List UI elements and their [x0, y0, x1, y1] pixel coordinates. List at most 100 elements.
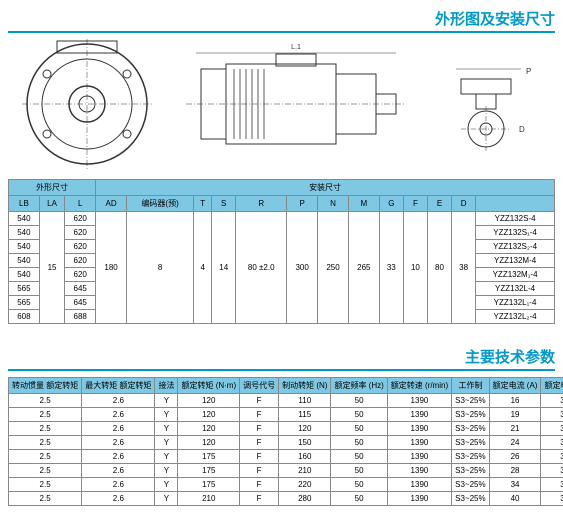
cell: Y — [155, 394, 178, 408]
cell: 380 — [541, 478, 563, 492]
motor-shaft-view: P D — [441, 54, 541, 154]
cell: S3~25% — [452, 394, 489, 408]
col-header — [476, 196, 555, 212]
cell: 1390 — [387, 478, 451, 492]
group-header-outer: 外形尺寸 — [9, 180, 96, 196]
cell: 2.6 — [82, 422, 155, 436]
cell: Y — [155, 422, 178, 436]
cell: 540 — [9, 268, 40, 282]
cell: 2.5 — [9, 450, 82, 464]
cell: 120 — [178, 422, 240, 436]
cell: F — [240, 394, 279, 408]
cell: 175 — [178, 464, 240, 478]
cell: 10 — [403, 212, 427, 324]
cell: 380 — [541, 408, 563, 422]
cell: YZZ132M₁-4 — [476, 268, 555, 282]
cell: 50 — [331, 478, 387, 492]
cell: 2.5 — [9, 422, 82, 436]
cell: 2.5 — [9, 436, 82, 450]
col-header: 最大转矩 额定转矩 — [82, 378, 155, 394]
cell: 2.5 — [9, 492, 82, 506]
cell: 250 — [318, 212, 349, 324]
cell: 2.6 — [82, 436, 155, 450]
cell: Y — [155, 408, 178, 422]
cell: 50 — [331, 394, 387, 408]
table-row: 2.52.6Y120F150501390S3~25%2438011YZZ132M… — [9, 436, 563, 450]
cell: 110 — [279, 394, 331, 408]
col-header: R — [236, 196, 287, 212]
cell: S3~25% — [452, 436, 489, 450]
cell: 50 — [331, 408, 387, 422]
cell: 2.6 — [82, 478, 155, 492]
cell: Y — [155, 464, 178, 478]
cell: S3~25% — [452, 464, 489, 478]
cell: 688 — [65, 310, 96, 324]
cell: 4 — [194, 212, 212, 324]
cell: S3~25% — [452, 492, 489, 506]
col-header: 额定电流 (A) — [489, 378, 541, 394]
cell: 620 — [65, 240, 96, 254]
col-header: 制动转矩 (N) — [279, 378, 331, 394]
cell: 19 — [489, 408, 541, 422]
cell: 2.5 — [9, 408, 82, 422]
group-header-install: 安装尺寸 — [96, 180, 555, 196]
cell: 1390 — [387, 422, 451, 436]
cell: 280 — [279, 492, 331, 506]
cell: 210 — [178, 492, 240, 506]
cell: 80 — [427, 212, 451, 324]
col-header: M — [348, 196, 379, 212]
cell: Y — [155, 492, 178, 506]
col-header: T — [194, 196, 212, 212]
table-row: 2.52.6Y120F120501390S3~25%213809.5YZZ132… — [9, 422, 563, 436]
cell: S3~25% — [452, 478, 489, 492]
cell: 540 — [9, 226, 40, 240]
cell: F — [240, 492, 279, 506]
cell: 180 — [96, 212, 127, 324]
table-row: 54015620180841480 ±2.030025026533108038Y… — [9, 212, 555, 226]
cell: 565 — [9, 282, 40, 296]
col-header: AD — [96, 196, 127, 212]
cell: F — [240, 436, 279, 450]
cell: 265 — [348, 212, 379, 324]
col-header: G — [379, 196, 403, 212]
diagram-row: L.1 P D — [8, 39, 555, 169]
cell: 645 — [65, 296, 96, 310]
cell: 220 — [279, 478, 331, 492]
cell: F — [240, 478, 279, 492]
col-header: L — [65, 196, 96, 212]
cell: 1390 — [387, 436, 451, 450]
cell: Y — [155, 450, 178, 464]
table-row: 2.52.6Y120F110501390S3~25%163807.5YZZ132… — [9, 394, 563, 408]
cell: 620 — [65, 212, 96, 226]
cell: F — [240, 422, 279, 436]
cell: 34 — [489, 478, 541, 492]
col-header: D — [452, 196, 476, 212]
svg-text:P: P — [526, 67, 531, 76]
cell: YZZ132L₂-4 — [476, 310, 555, 324]
cell: 8 — [126, 212, 193, 324]
cell: 120 — [178, 394, 240, 408]
cell: F — [240, 408, 279, 422]
col-header: 接法 — [155, 378, 178, 394]
cell: 645 — [65, 282, 96, 296]
col-header: 额定转矩 (N·m) — [178, 378, 240, 394]
motor-side-view: L.1 — [186, 39, 406, 169]
cell: 33 — [379, 212, 403, 324]
col-header: LB — [9, 196, 40, 212]
cell: 50 — [331, 422, 387, 436]
cell: 2.5 — [9, 394, 82, 408]
cell: 1390 — [387, 394, 451, 408]
cell: 1390 — [387, 464, 451, 478]
cell: 380 — [541, 450, 563, 464]
cell: 21 — [489, 422, 541, 436]
col-header: E — [427, 196, 451, 212]
col-header: F — [403, 196, 427, 212]
motor-front-view — [22, 39, 152, 169]
col-header: 额定电压 (V) — [541, 378, 563, 394]
cell: 2.6 — [82, 408, 155, 422]
cell: YZZ132M-4 — [476, 254, 555, 268]
cell: 175 — [178, 478, 240, 492]
col-header: S — [212, 196, 236, 212]
cell: 380 — [541, 464, 563, 478]
cell: YZZ132S-4 — [476, 212, 555, 226]
